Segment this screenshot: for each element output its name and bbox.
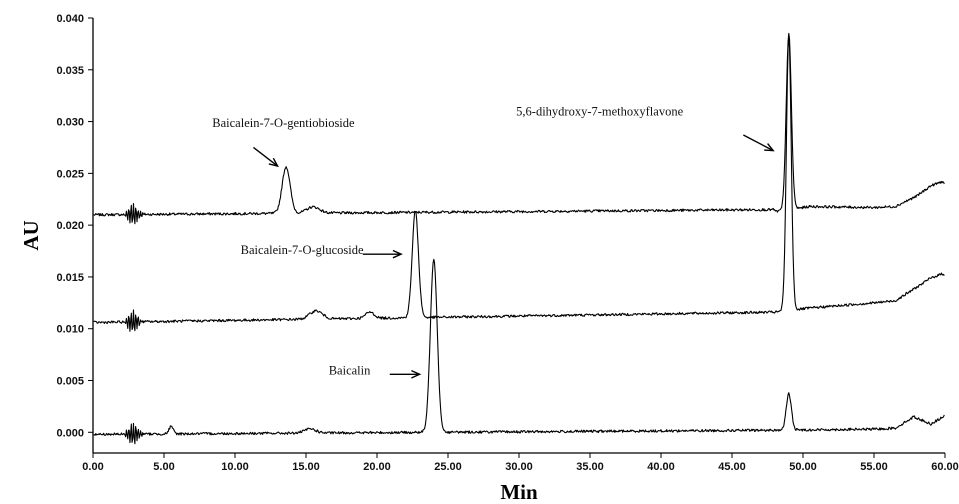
annotation-arrow [253,146,279,167]
axes [92,18,945,454]
peak-label: 5,6-dihydroxy-7-methoxyflavone [516,104,683,118]
x-tick-label: 30.00 [505,461,533,473]
x-tick-label: 0.00 [82,461,103,473]
x-axis-title: Min [500,480,538,504]
y-tick-label: 0.005 [56,376,84,388]
x-tick-label: 25.00 [434,461,462,473]
y-axis-title: AU [19,220,43,250]
peak-label: Baicalein-7-O-glucoside [241,243,364,257]
x-tick-label: 40.00 [647,461,675,473]
x-tick-label: 50.00 [789,461,817,473]
x-tick-label: 35.00 [576,461,604,473]
y-tick-label: 0.040 [56,13,84,25]
peak-label: Baicalein-7-O-gentiobioside [212,116,355,130]
chromatogram-trace [93,32,945,225]
arrow-head-icon [411,369,422,379]
x-tick-label: 60.00 [931,461,959,473]
peak-annotations: Baicalein-7-O-gentiobioside Baicalein-7-O… [212,104,775,379]
arrow-head-icon [764,143,775,152]
x-tick-label: 10.00 [221,461,249,473]
y-ticks: 0.000 0.005 0.010 0.015 0.020 0.025 0.030 0.035… [56,13,93,439]
x-tick-label: 20.00 [363,461,391,473]
y-tick-label: 0.000 [56,427,84,439]
annotation-arrow [743,134,774,152]
x-tick-label: 55.00 [860,461,888,473]
y-tick-label: 0.020 [56,220,84,232]
arrow-head-icon [268,157,279,168]
chromatogram-trace [93,258,945,445]
x-tick-label: 45.00 [718,461,746,473]
chromatogram-trace [93,35,945,332]
x-ticks: 0.00 5.00 10.00 15.00 20.00 25.00 30.00 35.00 40… [82,453,959,473]
traces [93,32,945,445]
arrow-head-icon [392,249,403,259]
x-tick-label: 15.00 [292,461,320,473]
y-tick-label: 0.025 [56,168,84,180]
peak-label: Baicalin [329,363,371,377]
y-tick-label: 0.035 [56,65,84,77]
x-tick-label: 5.00 [153,461,174,473]
y-tick-label: 0.010 [56,324,84,336]
y-tick-label: 0.030 [56,117,84,129]
y-tick-label: 0.015 [56,272,84,284]
